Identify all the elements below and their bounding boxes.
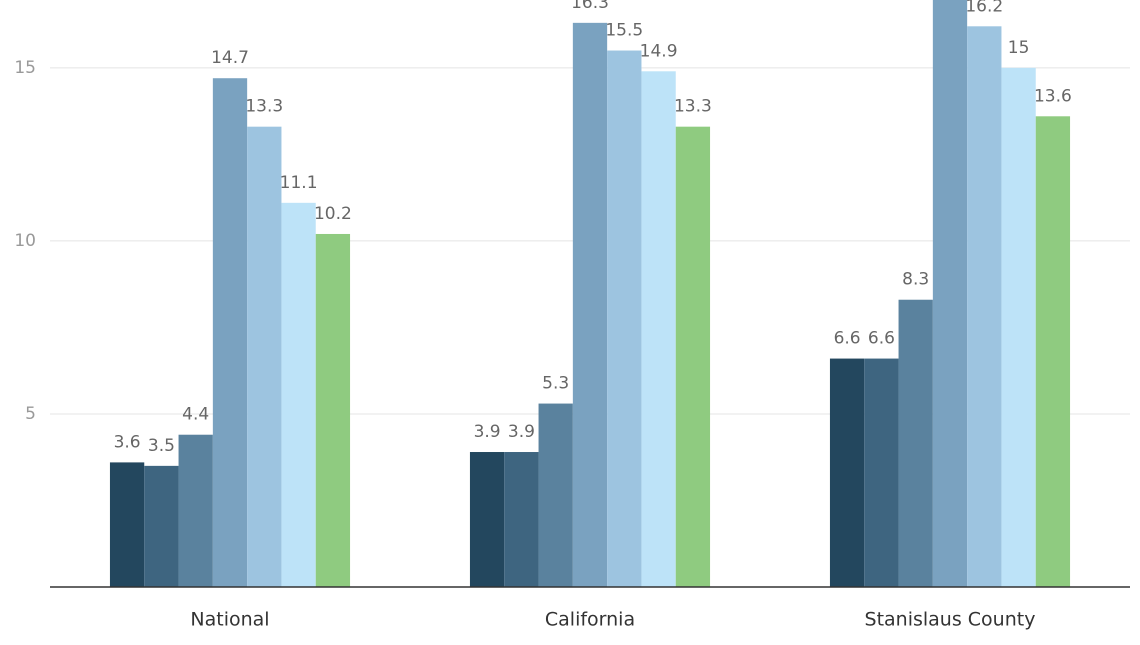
- bar: [281, 202, 316, 587]
- x-tick-label: California: [545, 609, 635, 631]
- bar: [469, 452, 505, 587]
- bar: [572, 22, 608, 588]
- bar: [109, 462, 145, 587]
- value-label: 5.3: [542, 374, 569, 394]
- bar: [144, 465, 179, 587]
- value-label: 3.6: [114, 432, 141, 452]
- y-tick-label: 15: [14, 58, 36, 78]
- bar: [178, 434, 213, 587]
- bar: [932, 0, 968, 587]
- bar: [607, 50, 642, 587]
- bar: [504, 452, 539, 587]
- value-label: 13.3: [245, 97, 283, 117]
- value-label: 10.2: [314, 204, 352, 224]
- bar: [641, 71, 676, 588]
- y-tick-label: 10: [14, 231, 36, 251]
- value-label: 6.6: [868, 329, 895, 349]
- x-tick-label: Stanislaus County: [865, 609, 1036, 631]
- bar: [864, 358, 899, 587]
- bar: [1035, 116, 1071, 587]
- value-label: 6.6: [834, 329, 861, 349]
- value-label: 16.3: [571, 0, 609, 13]
- value-label: 4.4: [182, 405, 209, 425]
- bar: [315, 233, 351, 587]
- y-tick-label: 5: [25, 404, 36, 424]
- value-label: 11.1: [280, 173, 318, 193]
- value-label: 3.9: [474, 422, 501, 442]
- bar: [898, 299, 933, 587]
- value-label: 3.9: [508, 422, 535, 442]
- value-label: 13.6: [1034, 86, 1072, 106]
- bar: [967, 26, 1002, 587]
- value-label: 16.2: [965, 0, 1003, 16]
- x-tick-label: National: [190, 609, 269, 631]
- bar: [675, 126, 711, 587]
- bar: [829, 358, 865, 587]
- value-label: 13.3: [674, 97, 712, 117]
- value-label: 8.3: [902, 270, 929, 290]
- value-label: 3.5: [148, 436, 175, 456]
- bar: [212, 78, 248, 587]
- bar: [1001, 67, 1036, 587]
- value-label: 14.7: [211, 48, 249, 68]
- value-label: 15.5: [605, 21, 643, 41]
- value-label: 15: [1008, 38, 1030, 58]
- bar: [247, 126, 282, 587]
- bar: [538, 403, 573, 587]
- value-label: 14.9: [640, 41, 678, 61]
